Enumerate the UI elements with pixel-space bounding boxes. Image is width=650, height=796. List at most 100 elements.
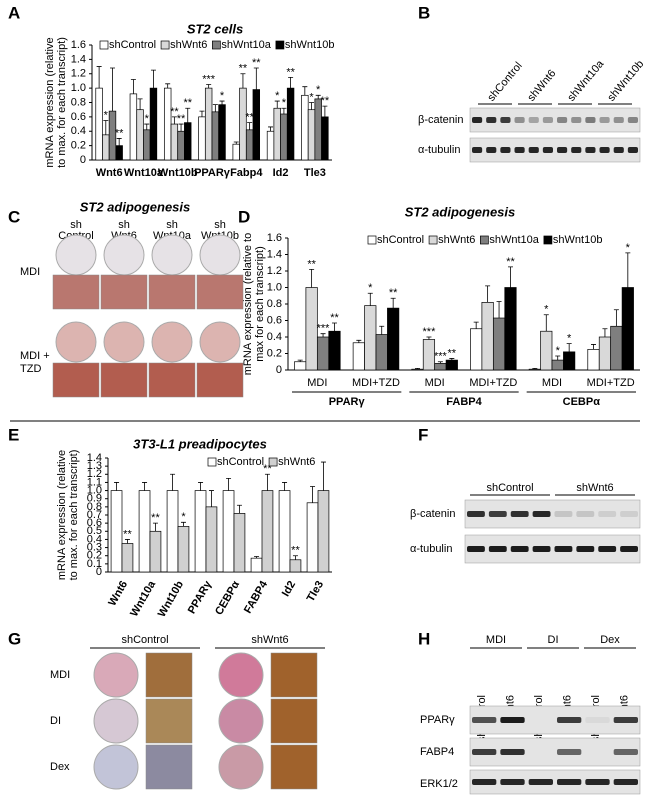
bar xyxy=(194,490,207,573)
chart-title: 3T3-L1 preadipocytes xyxy=(133,436,267,451)
significance-label: * xyxy=(626,242,631,254)
y-tick-label: 1.2 xyxy=(87,468,102,480)
blot-band xyxy=(599,147,610,153)
significance-label: ** xyxy=(330,312,339,324)
row-label: α-tubulin xyxy=(410,543,452,555)
y-axis-label: max for each transcript) xyxy=(254,246,266,362)
significance-label: ** xyxy=(291,545,300,557)
y-tick-label: 1.4 xyxy=(267,248,282,260)
x-tick-label: PPARγ xyxy=(194,167,231,179)
error-bar xyxy=(288,76,294,89)
y-tick-label: 0.8 xyxy=(71,96,86,108)
y-tick-label: 0.6 xyxy=(87,517,102,529)
significance-label: * xyxy=(544,304,549,316)
significance-label: ** xyxy=(245,112,254,124)
legend-swatch xyxy=(543,235,553,245)
y-tick-label: 0.4 xyxy=(71,125,86,137)
group-label: Dex xyxy=(600,634,620,646)
blot-band xyxy=(486,147,497,153)
x-tick-label: Wnt10b xyxy=(156,579,186,620)
error-bar xyxy=(180,521,186,527)
y-tick-label: 1.4 xyxy=(87,452,102,464)
error-bar xyxy=(507,266,513,288)
blot-band xyxy=(510,511,529,517)
error-bar xyxy=(602,328,608,337)
bar xyxy=(387,307,400,371)
error-bar xyxy=(199,110,205,117)
blot-band xyxy=(488,546,507,552)
y-tick-label: 1.0 xyxy=(71,82,86,94)
y-axis-label: to max. for each transcript) xyxy=(68,450,80,581)
bar xyxy=(115,145,123,161)
error-bar xyxy=(302,86,308,96)
dish-image xyxy=(93,652,139,698)
bar xyxy=(261,490,274,573)
bar xyxy=(198,116,206,161)
y-tick-label: 1.6 xyxy=(71,39,86,51)
bar xyxy=(321,116,329,161)
significance-label: *** xyxy=(202,73,216,85)
y-tick-label: 1.0 xyxy=(87,484,102,496)
dish-image xyxy=(151,234,193,276)
stain-image xyxy=(145,698,193,744)
bar xyxy=(445,359,458,371)
row-label: DI xyxy=(50,715,61,727)
blot-band xyxy=(532,511,551,517)
x-tick-label: Tle3 xyxy=(304,167,326,179)
bar xyxy=(149,87,158,161)
blot-band xyxy=(542,117,553,123)
error-bar xyxy=(532,367,538,370)
blot-band xyxy=(613,749,638,755)
error-bar xyxy=(178,123,184,132)
x-tick-label: MDI+TZD xyxy=(352,377,400,389)
error-bar xyxy=(320,333,326,337)
x-tick-label: CEBPα xyxy=(213,579,242,618)
row-label: β-catenin xyxy=(410,508,455,520)
error-bar xyxy=(485,285,491,303)
x-tick-label: Fabp4 xyxy=(230,167,263,179)
error-bar xyxy=(274,100,280,109)
error-bar xyxy=(170,473,176,491)
bar xyxy=(233,513,246,573)
error-bar xyxy=(171,116,177,125)
blot-band xyxy=(500,117,511,123)
y-tick-label: 0.5 xyxy=(87,525,102,537)
significance-label: * xyxy=(145,113,150,125)
error-bar xyxy=(103,120,109,135)
legend-swatch xyxy=(480,235,489,245)
significance-label: ** xyxy=(123,528,132,540)
row-label: PPARγ xyxy=(420,714,455,726)
x-tick-label: Wnt6 xyxy=(106,579,130,608)
blot-band xyxy=(613,117,624,123)
error-bar xyxy=(555,355,561,361)
stain-image xyxy=(100,274,148,310)
column-label: shControl xyxy=(121,634,168,646)
bar xyxy=(411,368,424,371)
stain-image xyxy=(270,652,318,698)
y-tick-label: 1.0 xyxy=(267,281,282,293)
y-tick-label: 0.6 xyxy=(71,111,86,123)
bar xyxy=(129,93,138,161)
bar xyxy=(184,122,192,161)
significance-label: ** xyxy=(170,106,179,118)
error-bar xyxy=(320,461,326,491)
stain-image xyxy=(100,362,148,398)
panel-letter: H xyxy=(418,629,430,648)
y-tick-label: 0.2 xyxy=(87,550,102,562)
significance-label: *** xyxy=(317,323,331,335)
legend-label: shWnt10b xyxy=(553,234,603,246)
y-tick-label: 1.2 xyxy=(267,265,282,277)
bar xyxy=(110,490,123,573)
bar xyxy=(266,130,275,161)
blot-band xyxy=(585,779,610,785)
dish-image xyxy=(103,234,145,276)
blot-band xyxy=(557,749,582,755)
y-axis-label: mRNA expression (relative xyxy=(44,37,56,167)
bar xyxy=(528,368,541,371)
chart-title: ST2 adipogenesis xyxy=(405,204,516,219)
y-tick-label: 0.2 xyxy=(267,347,282,359)
significance-label: * xyxy=(275,90,280,102)
dish-image xyxy=(93,698,139,744)
error-bar xyxy=(254,556,260,559)
legend-swatch xyxy=(367,235,377,245)
